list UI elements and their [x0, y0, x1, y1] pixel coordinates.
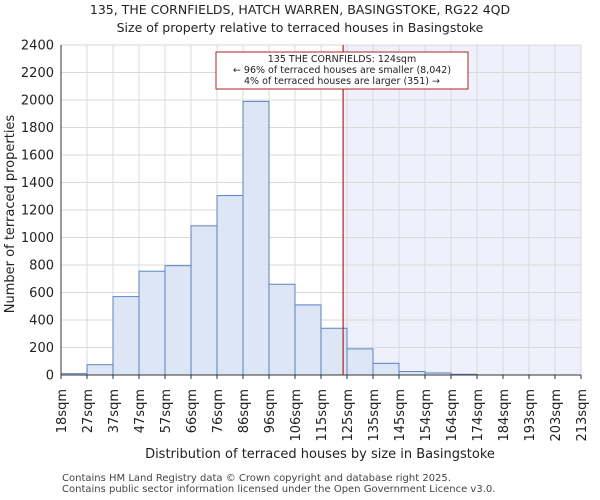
annotation-line-2: ← 96% of terraced houses are smaller (8,…	[233, 65, 451, 76]
bar	[164, 265, 192, 376]
x-tick-label: 37sqm	[107, 389, 122, 433]
annotation-line-1: 135 THE CORNFIELDS: 124sqm	[268, 54, 416, 65]
y-tick-label: 1800	[21, 121, 54, 136]
plot-area: 0 200 400 600 800 1000 1200 1400 1600 1800 2000 220…	[21, 39, 590, 442]
bar	[138, 270, 166, 376]
chart-title: 135, THE CORNFIELDS, HATCH WARREN, BASIN…	[90, 2, 510, 17]
bar	[346, 348, 374, 376]
x-tick-label: 193sqm	[523, 389, 538, 442]
x-tick-label: 174sqm	[471, 389, 486, 442]
x-tick-label: 106sqm	[289, 389, 304, 442]
y-tick-label: 1600	[21, 149, 54, 164]
annotation-line-3: 4% of terraced houses are larger (351) →	[244, 76, 440, 87]
annotation-box	[215, 51, 469, 90]
x-axis-label: Distribution of terraced houses by size …	[145, 447, 495, 462]
bar	[190, 225, 218, 376]
x-tick-label: 86sqm	[237, 389, 252, 433]
x-tick-label: 27sqm	[81, 389, 96, 433]
x-tick-label: 115sqm	[315, 389, 330, 442]
y-axis-label: Number of terraced properties	[3, 115, 18, 314]
y-tick-label: 800	[29, 259, 54, 274]
footer-line-1: Contains HM Land Registry data © Crown c…	[62, 473, 451, 484]
bar	[398, 371, 426, 376]
x-tick-label: 184sqm	[497, 389, 512, 442]
bar	[268, 283, 296, 376]
y-tick-label: 600	[29, 286, 54, 301]
bar	[112, 296, 140, 376]
footer: Contains HM Land Registry data © Crown c…	[62, 473, 495, 495]
bar	[216, 195, 244, 376]
y-tick-label: 200	[29, 341, 54, 356]
x-tick-label: 66sqm	[185, 389, 200, 433]
bar	[294, 304, 322, 376]
x-tick-label: 57sqm	[159, 389, 174, 433]
x-tick-label: 47sqm	[133, 389, 148, 433]
y-tick-label: 0	[46, 369, 54, 384]
x-tick-label: 125sqm	[341, 389, 356, 442]
x-tick-label: 203sqm	[549, 389, 564, 442]
x-tick-label: 76sqm	[211, 389, 226, 433]
footer-line-2: Contains public sector information licen…	[62, 484, 496, 495]
bar	[372, 362, 400, 376]
x-tick-label: 18sqm	[55, 389, 70, 433]
y-tick-label: 1400	[21, 176, 54, 191]
x-tick-label: 213sqm	[575, 389, 590, 442]
bar	[86, 364, 114, 376]
x-tick-label: 96sqm	[263, 389, 278, 433]
y-tick-label: 2400	[21, 39, 54, 54]
y-tick-label: 1200	[21, 204, 54, 219]
chart-subtitle: Size of property relative to terraced ho…	[117, 20, 484, 35]
y-tick-label: 400	[29, 314, 54, 329]
y-tick-label: 1000	[21, 231, 54, 246]
y-tick-label: 2200	[21, 66, 54, 81]
x-tick-label: 154sqm	[419, 389, 434, 442]
y-tick-label: 2000	[21, 94, 54, 109]
x-tick-label: 164sqm	[445, 389, 460, 442]
x-tick-label: 145sqm	[393, 389, 408, 442]
bar	[242, 100, 270, 376]
x-tick-label: 135sqm	[367, 389, 382, 442]
